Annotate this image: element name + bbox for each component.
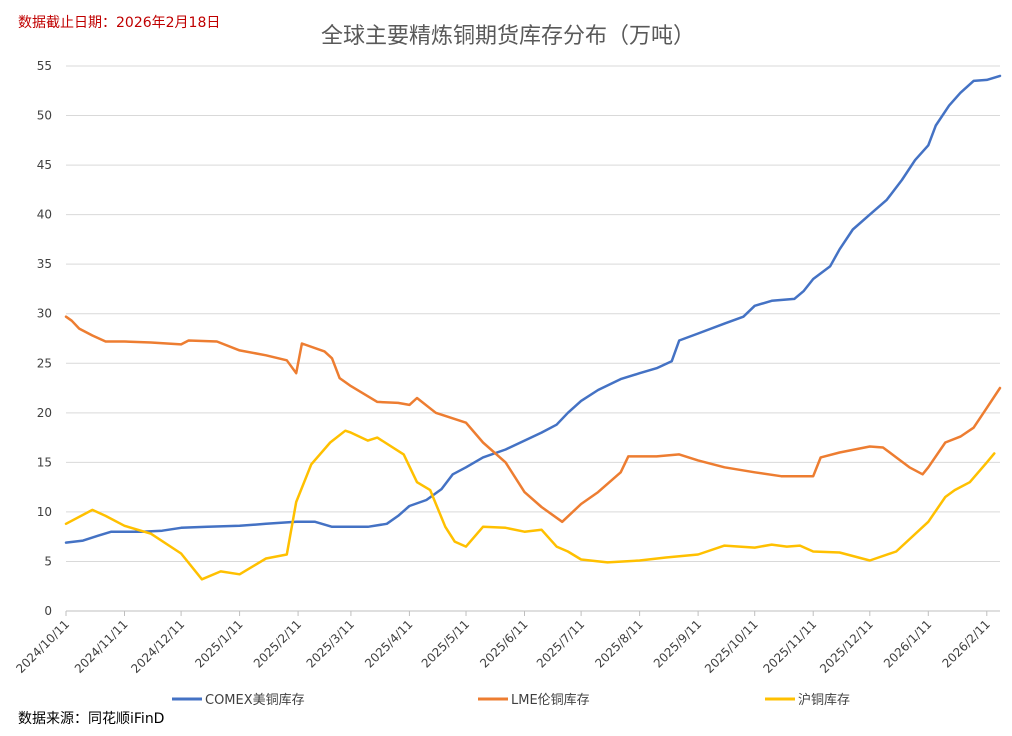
data-cutoff-date-note: 数据截止日期：2026年2月18日 (18, 15, 221, 31)
y-tick-label: 30 (37, 307, 52, 321)
chart-title: 全球主要精炼铜期货库存分布（万吨） (321, 24, 695, 49)
x-tick-label: 2026/2/11 (940, 617, 993, 670)
x-tick-label: 2025/1/11 (192, 617, 245, 670)
chart-series (64, 74, 1002, 581)
y-tick-label: 55 (37, 59, 52, 73)
x-tick-label: 2024/12/11 (128, 617, 187, 676)
series-line-3 (64, 429, 996, 581)
y-tick-label: 35 (37, 257, 52, 271)
legend-label: 沪铜库存 (798, 692, 850, 708)
y-tick-label: 0 (44, 604, 52, 618)
series-line-2 (64, 315, 1002, 524)
series-line-1 (64, 74, 1002, 544)
x-tick-label: 2025/2/11 (251, 617, 304, 670)
x-tick-label: 2025/4/11 (362, 617, 415, 670)
y-tick-label: 15 (37, 455, 52, 469)
y-axis-ticks: 0 5 10 15 20 25 30 35 40 45 50 55 (37, 59, 52, 618)
x-tick-label: 2025/12/11 (817, 617, 876, 676)
y-tick-label: 10 (37, 505, 52, 519)
y-tick-label: 25 (37, 356, 52, 370)
x-tick-label: 2025/6/11 (477, 617, 530, 670)
y-tick-label: 40 (37, 208, 52, 222)
y-tick-label: 45 (37, 158, 52, 172)
x-tick-label: 2026/1/11 (881, 617, 934, 670)
chart-legend: COMEX美铜库存 LME伦铜库存 沪铜库存 (172, 692, 850, 708)
x-tick-label: 2025/3/11 (304, 617, 357, 670)
chart-gridlines (66, 65, 1000, 612)
legend-label: LME伦铜库存 (511, 692, 590, 708)
x-tick-label: 2025/8/11 (592, 617, 645, 670)
x-tick-label: 2025/10/11 (702, 617, 761, 676)
x-tick-label: 2024/10/11 (13, 617, 72, 676)
x-tick-label: 2025/11/11 (761, 617, 820, 676)
legend-label: COMEX美铜库存 (205, 692, 305, 708)
y-tick-label: 20 (37, 406, 52, 420)
data-source-note: 数据来源：同花顺iFinD (18, 711, 165, 727)
x-tick-label: 2025/9/11 (651, 617, 704, 670)
y-tick-label: 50 (37, 109, 52, 123)
x-tick-label: 2024/11/11 (72, 617, 131, 676)
y-tick-label: 5 (44, 554, 52, 568)
x-tick-label: 2025/5/11 (419, 617, 472, 670)
x-tick-label: 2025/7/11 (534, 617, 587, 670)
